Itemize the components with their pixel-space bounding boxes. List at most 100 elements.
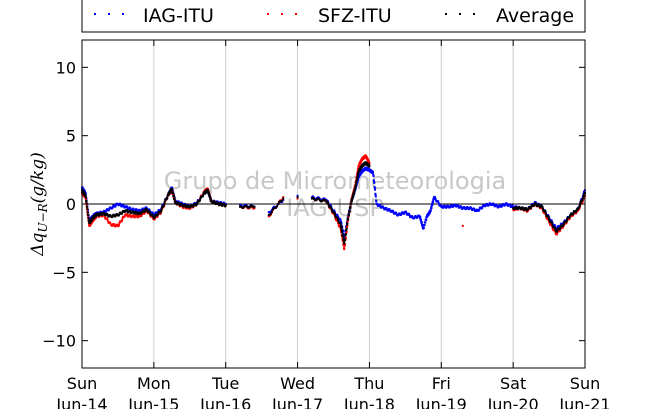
data-point	[565, 220, 568, 223]
data-point	[322, 197, 325, 200]
data-point	[374, 195, 377, 198]
data-point	[379, 204, 382, 207]
data-point	[201, 195, 204, 198]
data-point	[103, 215, 106, 218]
data-point	[527, 209, 530, 212]
data-point	[84, 197, 87, 200]
data-point	[529, 207, 532, 210]
data-point	[373, 187, 376, 190]
data-point	[443, 204, 446, 207]
data-point	[342, 244, 345, 247]
data-point	[437, 202, 440, 205]
data-point	[106, 219, 109, 222]
data-point	[509, 204, 512, 207]
data-point	[271, 206, 274, 209]
x-tick-label-date: Jun-20	[487, 395, 539, 409]
data-point	[126, 209, 129, 212]
data-point	[548, 222, 551, 225]
data-point	[339, 225, 342, 228]
data-point	[166, 194, 169, 197]
data-point	[413, 217, 416, 220]
data-point	[132, 211, 135, 214]
data-point	[346, 222, 349, 225]
data-point	[123, 211, 126, 214]
data-point	[148, 210, 151, 213]
data-point	[503, 204, 506, 207]
data-point	[339, 217, 342, 220]
data-point	[202, 194, 205, 197]
data-point	[120, 220, 123, 223]
data-point	[578, 204, 581, 207]
data-point	[555, 228, 558, 231]
x-tick-label-day: Thu	[353, 374, 384, 393]
data-point	[242, 206, 245, 209]
data-point	[388, 208, 391, 211]
data-point	[321, 198, 324, 201]
data-point	[317, 196, 320, 199]
data-point	[312, 196, 315, 199]
data-point	[123, 215, 126, 218]
data-point	[137, 215, 140, 218]
x-tick-label-date: Jun-15	[127, 395, 179, 409]
data-point	[195, 204, 198, 207]
data-point	[420, 218, 423, 221]
data-point	[316, 196, 319, 199]
data-point	[376, 202, 379, 205]
data-point	[345, 231, 348, 234]
data-point	[354, 185, 357, 188]
data-point	[581, 197, 584, 200]
data-point	[296, 196, 299, 199]
data-point	[117, 225, 120, 228]
data-point	[408, 214, 411, 217]
data-point	[268, 214, 271, 217]
data-point	[452, 205, 455, 208]
data-point	[109, 214, 112, 217]
data-point	[250, 205, 253, 208]
data-point	[117, 223, 120, 226]
data-point	[561, 226, 564, 229]
data-point	[160, 208, 163, 211]
data-point	[108, 208, 111, 211]
data-point	[184, 204, 187, 207]
data-point	[556, 232, 559, 235]
data-point	[343, 237, 346, 240]
x-tick-label-day: Wed	[280, 374, 315, 393]
data-point	[156, 214, 159, 217]
legend-marker	[445, 13, 447, 15]
data-point	[543, 209, 546, 212]
data-point	[189, 207, 192, 210]
data-point	[95, 215, 98, 218]
data-point	[296, 194, 299, 197]
data-point	[210, 198, 213, 201]
data-point	[208, 195, 211, 198]
data-point	[208, 192, 211, 195]
data-point	[344, 233, 347, 236]
data-point	[247, 206, 250, 209]
data-point	[346, 220, 349, 223]
data-point	[541, 205, 544, 208]
data-point	[366, 158, 369, 161]
data-point	[132, 207, 135, 210]
data-point	[372, 173, 375, 176]
data-point	[337, 220, 340, 223]
data-point	[388, 209, 391, 212]
data-point	[83, 192, 86, 195]
data-point	[582, 194, 585, 197]
data-point	[311, 195, 314, 198]
data-point	[86, 210, 89, 213]
data-point	[330, 209, 333, 212]
data-point	[224, 203, 227, 205]
data-point	[209, 196, 212, 199]
data-point	[87, 214, 90, 217]
legend-marker	[122, 13, 124, 15]
data-points	[81, 154, 586, 251]
data-point	[269, 212, 272, 215]
y-tick-label: −5	[52, 263, 76, 282]
data-point	[172, 191, 175, 194]
data-point	[122, 204, 125, 207]
data-point	[88, 224, 91, 227]
legend-marker	[267, 13, 269, 15]
data-point	[268, 211, 271, 214]
data-point	[367, 159, 370, 162]
data-point	[345, 227, 348, 230]
